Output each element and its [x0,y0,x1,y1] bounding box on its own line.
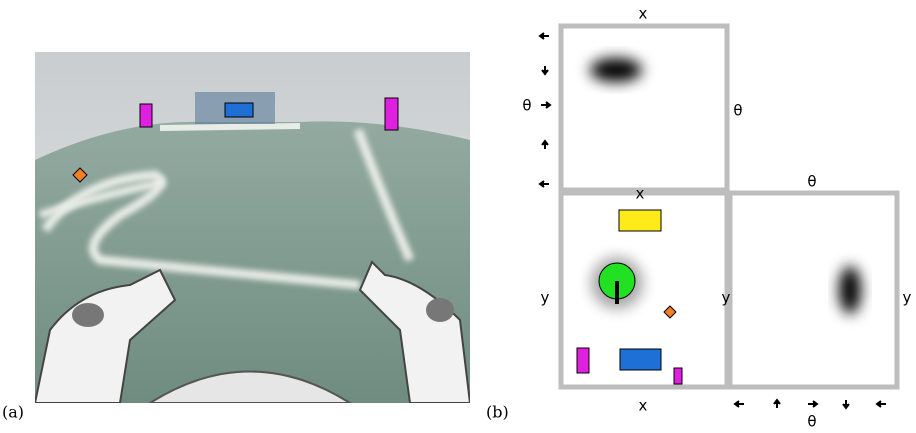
theta-arrows [540,181,549,187]
robot-joint [72,303,104,327]
theta-arrows [735,401,744,407]
yellow-goal [619,210,661,231]
belief-blob [590,58,642,82]
pink-marker [385,98,398,130]
pink-marker [577,348,589,373]
axis-label: x [636,185,645,203]
x-theta-panel [561,26,727,190]
theta-arrows [541,102,550,108]
theta-arrows [542,141,548,149]
field-line [160,126,300,128]
robot-joint [426,298,454,322]
axis-label: θ [522,97,531,115]
panel-label: (a) [2,403,24,422]
blue-goal-marker [225,103,253,117]
blue-goal [620,349,661,370]
pink-marker [140,104,152,127]
axis-label: θ [807,413,816,431]
axis-label: θ [733,102,742,120]
camera-image [35,52,470,403]
theta-arrows [542,66,548,74]
figure: (a) (b) x θ θ x y y x θ y θ [0,0,916,433]
theta-arrows [540,33,549,39]
theta-arrows [774,400,780,408]
belief-blob [839,266,861,314]
axis-label: y [722,289,731,307]
axis-label: y [541,289,550,307]
axis-label: x [639,5,648,23]
theta-y-panel [730,193,897,387]
pink-marker [674,368,682,384]
panel-label: (b) [486,403,509,422]
axis-label: y [903,289,912,307]
theta-arrows [843,400,849,408]
theta-arrows [808,401,817,407]
theta-arrows [877,401,886,407]
axis-label: θ [807,173,816,191]
axis-label: x [639,397,648,415]
